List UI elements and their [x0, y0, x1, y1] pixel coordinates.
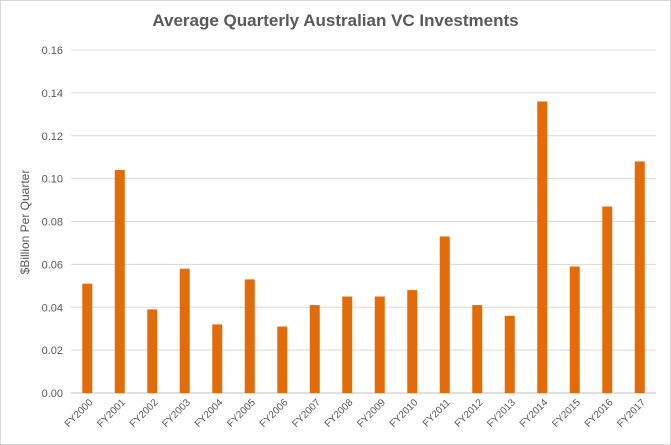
x-tick-label: FY2017 [615, 397, 648, 430]
x-tick-label: FY2004 [193, 397, 226, 430]
bar [374, 296, 385, 393]
x-tick-label: FY2006 [258, 397, 291, 430]
bar [309, 305, 320, 393]
y-tick-label: 0.12 [42, 131, 63, 143]
bar [277, 326, 288, 393]
bar [212, 324, 223, 393]
x-tick-label: FY2001 [95, 397, 128, 430]
bar [244, 279, 255, 393]
x-tick-label: FY2014 [518, 397, 551, 430]
x-tick-label: FY2010 [388, 397, 421, 430]
y-tick-label: 0.04 [42, 302, 63, 314]
bar [602, 206, 613, 393]
y-tick-label: 0.16 [42, 45, 63, 57]
y-tick-label: 0.14 [42, 88, 63, 100]
x-tick-label: FY2009 [355, 397, 388, 430]
chart-title: Average Quarterly Australian VC Investme… [152, 11, 519, 30]
x-tick-label: FY2016 [583, 397, 616, 430]
x-tick-label: FY2007 [290, 397, 323, 430]
x-tick-label: FY2015 [550, 397, 583, 430]
bar [472, 305, 483, 393]
bar [407, 290, 418, 393]
bar [537, 101, 548, 393]
x-tick-label: FY2013 [485, 397, 518, 430]
bar [147, 309, 158, 393]
bar [342, 296, 353, 393]
bar [114, 170, 125, 393]
x-tick-label: FY2005 [225, 397, 258, 430]
x-tick-label: FY2000 [63, 397, 96, 430]
y-tick-label: 0.06 [42, 259, 63, 271]
x-tick-label: FY2003 [160, 397, 193, 430]
bar [439, 236, 450, 393]
y-tick-label: 0.00 [42, 388, 63, 400]
bar [634, 161, 645, 393]
y-tick-label: 0.10 [42, 174, 63, 186]
bar [569, 266, 580, 393]
bar [504, 315, 515, 393]
y-tick-label: 0.08 [42, 217, 63, 229]
x-tick-label: FY2011 [421, 397, 453, 429]
x-tick-label: FY2008 [323, 397, 356, 430]
y-tick-label: 0.02 [42, 345, 63, 357]
x-tick-label: FY2012 [453, 397, 486, 430]
x-tick-label: FY2002 [128, 397, 161, 430]
bar [179, 268, 190, 393]
bar [82, 283, 93, 393]
